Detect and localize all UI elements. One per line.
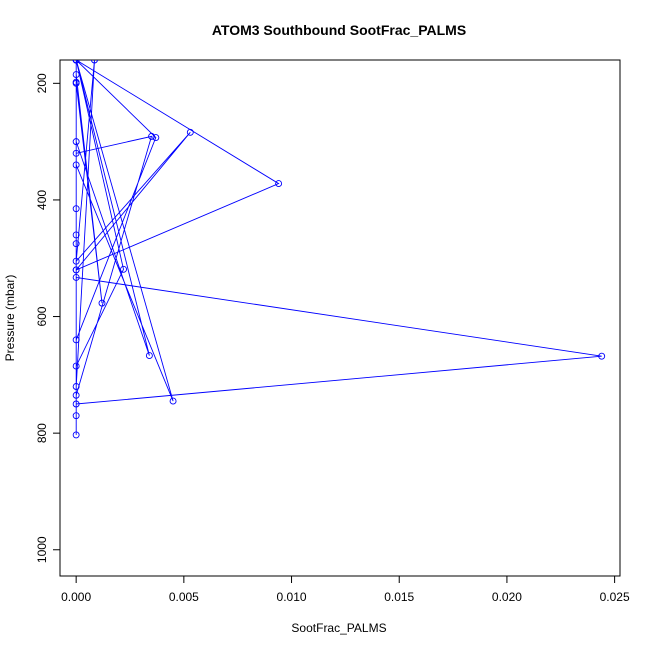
data-point bbox=[186, 128, 194, 136]
x-tick-label: 0.015 bbox=[384, 590, 414, 604]
y-axis-label: Pressure (mbar) bbox=[3, 275, 17, 362]
data-point bbox=[598, 352, 606, 360]
x-tick-label: 0.010 bbox=[277, 590, 307, 604]
data-point bbox=[72, 231, 80, 239]
y-tick-label: 200 bbox=[35, 73, 49, 93]
data-point bbox=[72, 391, 80, 399]
series-line bbox=[75, 60, 602, 435]
data-point bbox=[275, 180, 283, 188]
y-tick-label: 800 bbox=[35, 423, 49, 443]
x-axis: 0.000 0.005 0.010 0.015 0.020 0.025 bbox=[61, 576, 630, 604]
data-point bbox=[169, 397, 177, 405]
data-point bbox=[72, 383, 80, 390]
data-point bbox=[72, 336, 80, 344]
data-point bbox=[72, 60, 80, 64]
data-point bbox=[72, 274, 80, 281]
data-point bbox=[72, 205, 80, 213]
x-tick-label: 0.020 bbox=[492, 590, 522, 604]
x-tick-label: 0.000 bbox=[61, 590, 91, 604]
data-point bbox=[72, 240, 80, 248]
data-point bbox=[72, 257, 80, 265]
chart-title: ATOM3 Southbound SootFrac_PALMS bbox=[212, 22, 466, 38]
y-tick-label: 600 bbox=[35, 306, 49, 326]
data-point bbox=[91, 60, 98, 64]
data-point bbox=[72, 266, 80, 274]
plot-frame bbox=[59, 59, 621, 577]
data-point bbox=[72, 431, 80, 439]
data-point bbox=[72, 362, 80, 370]
data-point bbox=[72, 149, 80, 157]
data-point bbox=[98, 299, 106, 307]
data-point bbox=[72, 161, 80, 169]
data-point bbox=[72, 71, 80, 79]
plot-area bbox=[72, 60, 606, 439]
data-point bbox=[120, 265, 127, 273]
y-axis: 200 400 600 800 1000 bbox=[35, 73, 60, 563]
x-axis-label: SootFrac_PALMS bbox=[291, 621, 386, 635]
data-point bbox=[148, 132, 155, 140]
y-tick-label: 1000 bbox=[35, 536, 49, 563]
x-tick-label: 0.025 bbox=[600, 590, 630, 604]
data-point bbox=[145, 352, 153, 360]
data-point bbox=[72, 412, 80, 420]
x-tick-label: 0.005 bbox=[169, 590, 199, 604]
data-point bbox=[72, 138, 80, 146]
data-point bbox=[152, 134, 160, 141]
data-point bbox=[72, 78, 80, 86]
y-tick-label: 400 bbox=[35, 190, 49, 210]
data-point bbox=[72, 400, 80, 408]
